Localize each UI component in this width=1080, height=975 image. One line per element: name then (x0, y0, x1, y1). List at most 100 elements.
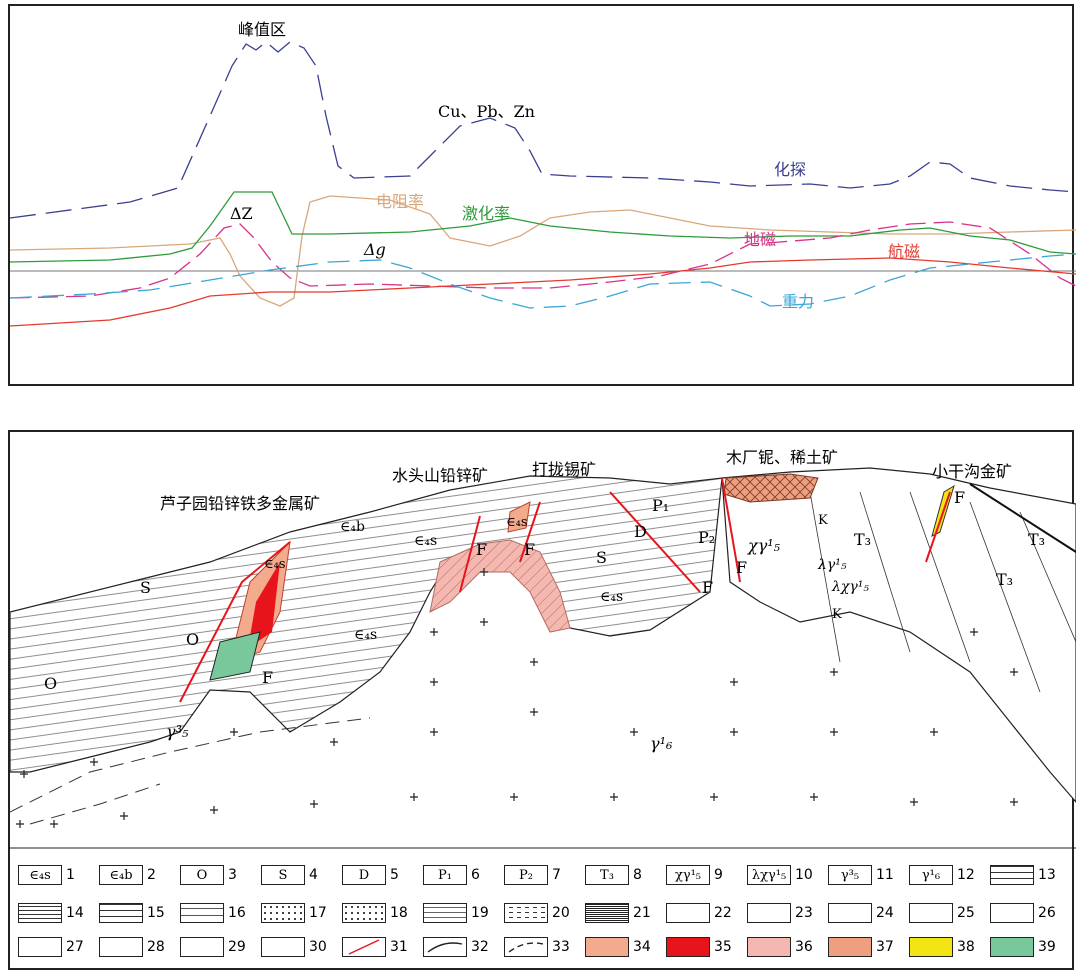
legend-item-6: P₁ 6 (423, 864, 480, 886)
legend-symbol-25 (909, 903, 953, 923)
delta-z-label: ΔZ (230, 204, 253, 223)
legend-number: 36 (795, 939, 813, 955)
legend-number: 4 (309, 867, 318, 883)
legend-number: 32 (471, 939, 489, 955)
legend-number: 18 (390, 905, 408, 921)
legend-item-16: 16 (180, 902, 246, 924)
legend-item-10: λχγ¹₅ 10 (747, 864, 813, 886)
legend-item-29: 29 (180, 936, 246, 958)
legend-symbol-6: P₁ (423, 865, 467, 885)
legend-item-9: χγ¹₅ 9 (666, 864, 723, 886)
legend-line-symbol (427, 942, 463, 953)
dalong-deposit-label: 打拢锡矿 (532, 460, 597, 479)
legend-symbol-4: S (261, 865, 305, 885)
gravity-label: 重力 (782, 292, 815, 311)
legend-item-36: 36 (747, 936, 813, 958)
legend-item-18: 18 (342, 902, 408, 924)
legend-item-27: 27 (18, 936, 84, 958)
legend-item-26: 26 (990, 902, 1056, 924)
unit-o-label-2: O (44, 674, 58, 693)
legend-symbol-11: γ³₅ (828, 865, 872, 885)
legend-item-28: 28 (99, 936, 165, 958)
legend-symbol-16 (180, 903, 224, 923)
legend-item-14: 14 (18, 902, 84, 924)
legend-item-20: 20 (504, 902, 570, 924)
legend-item-38: 38 (909, 936, 975, 958)
legend-number: 17 (309, 905, 327, 921)
cross-section-drawing (10, 467, 1076, 849)
legend-symbol-39 (990, 937, 1034, 957)
resistivity-curve (10, 195, 1076, 307)
legend-number: 11 (876, 867, 894, 883)
legend-number: 16 (228, 905, 246, 921)
unit-p1-label: P₁ (652, 496, 670, 515)
legend-item-33: 33 (504, 936, 570, 958)
legend-number: 10 (795, 867, 813, 883)
legend-item-24: 24 (828, 902, 894, 924)
geophysical-profile-panel: 峰值区 Cu、Pb、Zn 化探 电阻率 激化率 ΔZ Δg 地磁 航磁 重力 (8, 4, 1076, 386)
legend-symbol-26 (990, 903, 1034, 923)
legend-symbol-21 (585, 903, 629, 923)
legend-symbol-text: λχγ¹₅ (751, 867, 787, 883)
muchang-deposit-label: 木厂铌、稀土矿 (726, 448, 839, 467)
legend-item-31: 31 (342, 936, 408, 958)
legend-symbol-30 (261, 937, 305, 957)
legend-number: 8 (633, 867, 642, 883)
ip-label: 激化率 (462, 204, 511, 223)
luziyuan-deposit-label: 芦子园铅锌铁多金属矿 (160, 494, 321, 513)
legend-number: 7 (552, 867, 561, 883)
aero-mag-label: 航磁 (888, 242, 921, 261)
shuitoushan-deposit-label: 水头山铅锌矿 (392, 466, 489, 485)
legend-number: 38 (957, 939, 975, 955)
legend-number: 12 (957, 867, 975, 883)
legend-number: 26 (1038, 905, 1056, 921)
legend-symbol-31 (342, 937, 386, 957)
unit-s-label-1: S (140, 578, 151, 597)
legend-symbol-10: λχγ¹₅ (747, 865, 791, 885)
unit-lambda-gamma-label: λγ¹₅ (818, 557, 847, 573)
legend-item-34: 34 (585, 936, 651, 958)
ground-mag-label: 地磁 (744, 230, 777, 249)
legend-number: 15 (147, 905, 165, 921)
legend-number: 9 (714, 867, 723, 883)
legend-symbol-5: D (342, 865, 386, 885)
peak-zone-label: 峰值区 (238, 20, 287, 39)
legend-item-11: γ³₅ 11 (828, 864, 894, 886)
sedimentary-strata (10, 475, 723, 773)
legend-symbol-8: T₃ (585, 865, 629, 885)
legend-symbol-14 (18, 903, 62, 923)
granite-pluses (16, 568, 1018, 828)
legend-symbol-18 (342, 903, 386, 923)
gravity-curve (10, 253, 1076, 309)
legend-number: 23 (795, 905, 813, 921)
geochem-curve (10, 41, 1076, 219)
ip-curve (10, 191, 1076, 263)
unit-p2-label: P₂ (698, 528, 716, 547)
legend-symbol-17 (261, 903, 305, 923)
legend-number: 27 (66, 939, 84, 955)
profile-curves (10, 41, 1076, 327)
legend-symbol-text: D (358, 867, 370, 883)
unit-s-label-2: S (596, 548, 607, 567)
legend-symbol-37 (828, 937, 872, 957)
legend-symbol-28 (99, 937, 143, 957)
unit-o-label-1: O (186, 630, 200, 649)
unit-e4b-label: ∈₄b (340, 519, 365, 535)
legend-number: 24 (876, 905, 894, 921)
unit-e4s-label-4: ∈₄s (600, 589, 624, 605)
legend-number: 37 (876, 939, 894, 955)
legend-number: 5 (390, 867, 399, 883)
legend-symbol-32 (423, 937, 467, 957)
legend-symbol-text: P₁ (438, 867, 452, 883)
legend-item-30: 30 (261, 936, 327, 958)
legend-symbol-9: χγ¹₅ (666, 865, 710, 885)
legend-symbol-7: P₂ (504, 865, 548, 885)
ore-body-muchang (723, 473, 819, 503)
legend-symbol-34 (585, 937, 629, 957)
unit-k-label-1: K (818, 513, 828, 528)
geochem-label: 化探 (774, 160, 807, 179)
resistivity-label: 电阻率 (376, 192, 425, 211)
legend-number: 39 (1038, 939, 1056, 955)
legend-symbol-20 (504, 903, 548, 923)
